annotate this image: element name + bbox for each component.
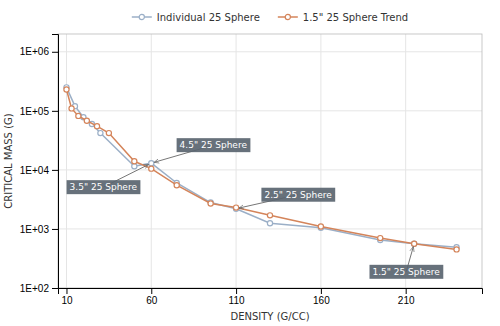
annotation-text: 1.5" 25 Sphere xyxy=(372,267,440,277)
y-tick-label: 1E+03 xyxy=(20,224,50,235)
y-tick-label: 1E+04 xyxy=(20,165,50,176)
x-tick-mark xyxy=(66,288,67,294)
series-line xyxy=(66,87,456,247)
x-axis: 10 60 110 160 210 xyxy=(59,288,483,306)
x-tick: 160 xyxy=(313,288,330,306)
series-point xyxy=(84,118,89,123)
grid-line-x xyxy=(66,34,67,288)
y-tick-mark xyxy=(52,52,58,53)
grid-line-x xyxy=(236,34,237,288)
legend-item: Individual 25 Sphere xyxy=(132,12,260,23)
x-axis-title: DENSITY (G/CC) xyxy=(230,311,309,322)
x-tick-label: 160 xyxy=(313,295,330,306)
y-axis: 1E+02 1E+03 1E+04 1E+05 1E+06 xyxy=(20,35,59,294)
y-tick: 1E+03 xyxy=(20,224,58,235)
grid xyxy=(58,34,482,288)
grid-line-y xyxy=(58,51,482,52)
y-tick-mark xyxy=(52,111,58,112)
legend-marker xyxy=(139,14,144,19)
series-point xyxy=(208,201,213,206)
legend-item: 1.5" 25 Sphere Trend xyxy=(278,12,408,23)
annotation-box xyxy=(177,138,251,152)
x-tick-label: 60 xyxy=(146,295,158,306)
y-tick-mark xyxy=(52,170,58,171)
annotation: 2.5" 25 Sphere xyxy=(239,188,335,208)
x-tick-mark xyxy=(321,288,322,294)
x-tick-mark xyxy=(151,288,152,294)
x-tick: 10 xyxy=(61,288,73,306)
y-tick: 1E+04 xyxy=(20,165,58,176)
plot-frame xyxy=(58,34,482,288)
series-point xyxy=(267,213,272,218)
grid-line-x xyxy=(320,34,321,288)
series-point xyxy=(454,247,459,252)
legend-marker xyxy=(285,14,290,19)
series-point xyxy=(94,124,99,129)
annotation-text: 4.5" 25 Sphere xyxy=(180,140,248,150)
y-tick-mark xyxy=(52,288,58,289)
series-point xyxy=(208,200,213,205)
annotation-box xyxy=(261,188,335,202)
series-point xyxy=(318,224,323,229)
annotations: 3.5" 25 Sphere 4.5" 25 Sphere 2.5" 25 Sphe… xyxy=(67,138,444,279)
x-tick: 60 xyxy=(146,288,158,306)
annotation: 3.5" 25 Sphere xyxy=(67,165,149,195)
series-point xyxy=(64,87,69,92)
series-point xyxy=(412,241,417,246)
y-tick-mark xyxy=(52,229,58,230)
annotation-text: 2.5" 25 Sphere xyxy=(264,190,332,200)
x-tick-label: 110 xyxy=(229,295,245,306)
annotation-text: 3.5" 25 Sphere xyxy=(70,182,138,192)
x-tick: 210 xyxy=(398,288,415,306)
x-tick-label: 210 xyxy=(398,295,415,306)
series-point xyxy=(149,161,154,166)
series-point xyxy=(76,113,81,118)
series-point xyxy=(149,166,154,171)
y-tick: 1E+05 xyxy=(20,106,58,117)
legend-label: Individual 25 Sphere xyxy=(157,12,260,23)
grid-line-y xyxy=(58,110,482,111)
series-point xyxy=(106,130,111,135)
y-tick-label: 1E+05 xyxy=(20,106,50,117)
series-point xyxy=(132,159,137,164)
series-point xyxy=(132,164,137,169)
series-point xyxy=(267,221,272,226)
y-tick: 1E+06 xyxy=(20,46,58,57)
y-axis-line xyxy=(52,35,59,289)
plot-area: 10 60 110 160 210 1E+02 1E+03 1E+04 1E+05 1E+06 3.… xyxy=(20,34,483,306)
series-line xyxy=(66,89,456,249)
series-point xyxy=(174,183,179,188)
marks xyxy=(64,85,459,252)
y-tick: 1E+02 xyxy=(20,283,58,294)
annotation: 4.5" 25 Sphere xyxy=(154,138,250,162)
x-tick-mark xyxy=(236,288,237,294)
y-tick-label: 1E+02 xyxy=(20,283,50,294)
x-tick-mark xyxy=(406,288,407,294)
annotation-box xyxy=(369,265,443,279)
series-point xyxy=(412,241,417,246)
annotation-box xyxy=(67,180,141,194)
grid-line-y xyxy=(58,169,482,170)
series-point xyxy=(233,205,238,210)
series-point xyxy=(98,130,103,135)
legend: Individual 25 Sphere 1.5" 25 Sphere Trend xyxy=(132,12,408,23)
grid-line-x xyxy=(405,34,406,288)
chart: 10 60 110 160 210 1E+02 1E+03 1E+04 1E+05 1E+06 3.… xyxy=(0,0,500,326)
y-axis-title: CRITICAL MASS (G) xyxy=(3,113,14,209)
x-tick-label: 10 xyxy=(61,295,73,306)
y-tick-label: 1E+06 xyxy=(20,46,50,57)
x-axis-line xyxy=(59,289,483,295)
legend-label: 1.5" 25 Sphere Trend xyxy=(303,12,408,23)
series-point xyxy=(378,235,383,240)
series-point xyxy=(69,106,74,111)
grid-line-y xyxy=(58,228,482,229)
x-tick: 110 xyxy=(229,288,245,306)
annotation: 1.5" 25 Sphere xyxy=(369,247,443,279)
